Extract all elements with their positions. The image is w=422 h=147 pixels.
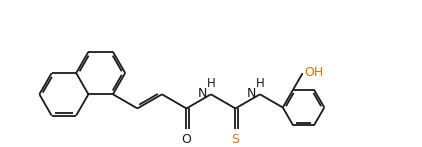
Text: O: O (181, 133, 191, 146)
Text: H: H (206, 77, 215, 90)
Text: S: S (231, 133, 239, 146)
Text: OH: OH (305, 66, 324, 79)
Text: H: H (256, 77, 264, 90)
Text: N: N (198, 87, 207, 100)
Text: N: N (247, 87, 256, 100)
